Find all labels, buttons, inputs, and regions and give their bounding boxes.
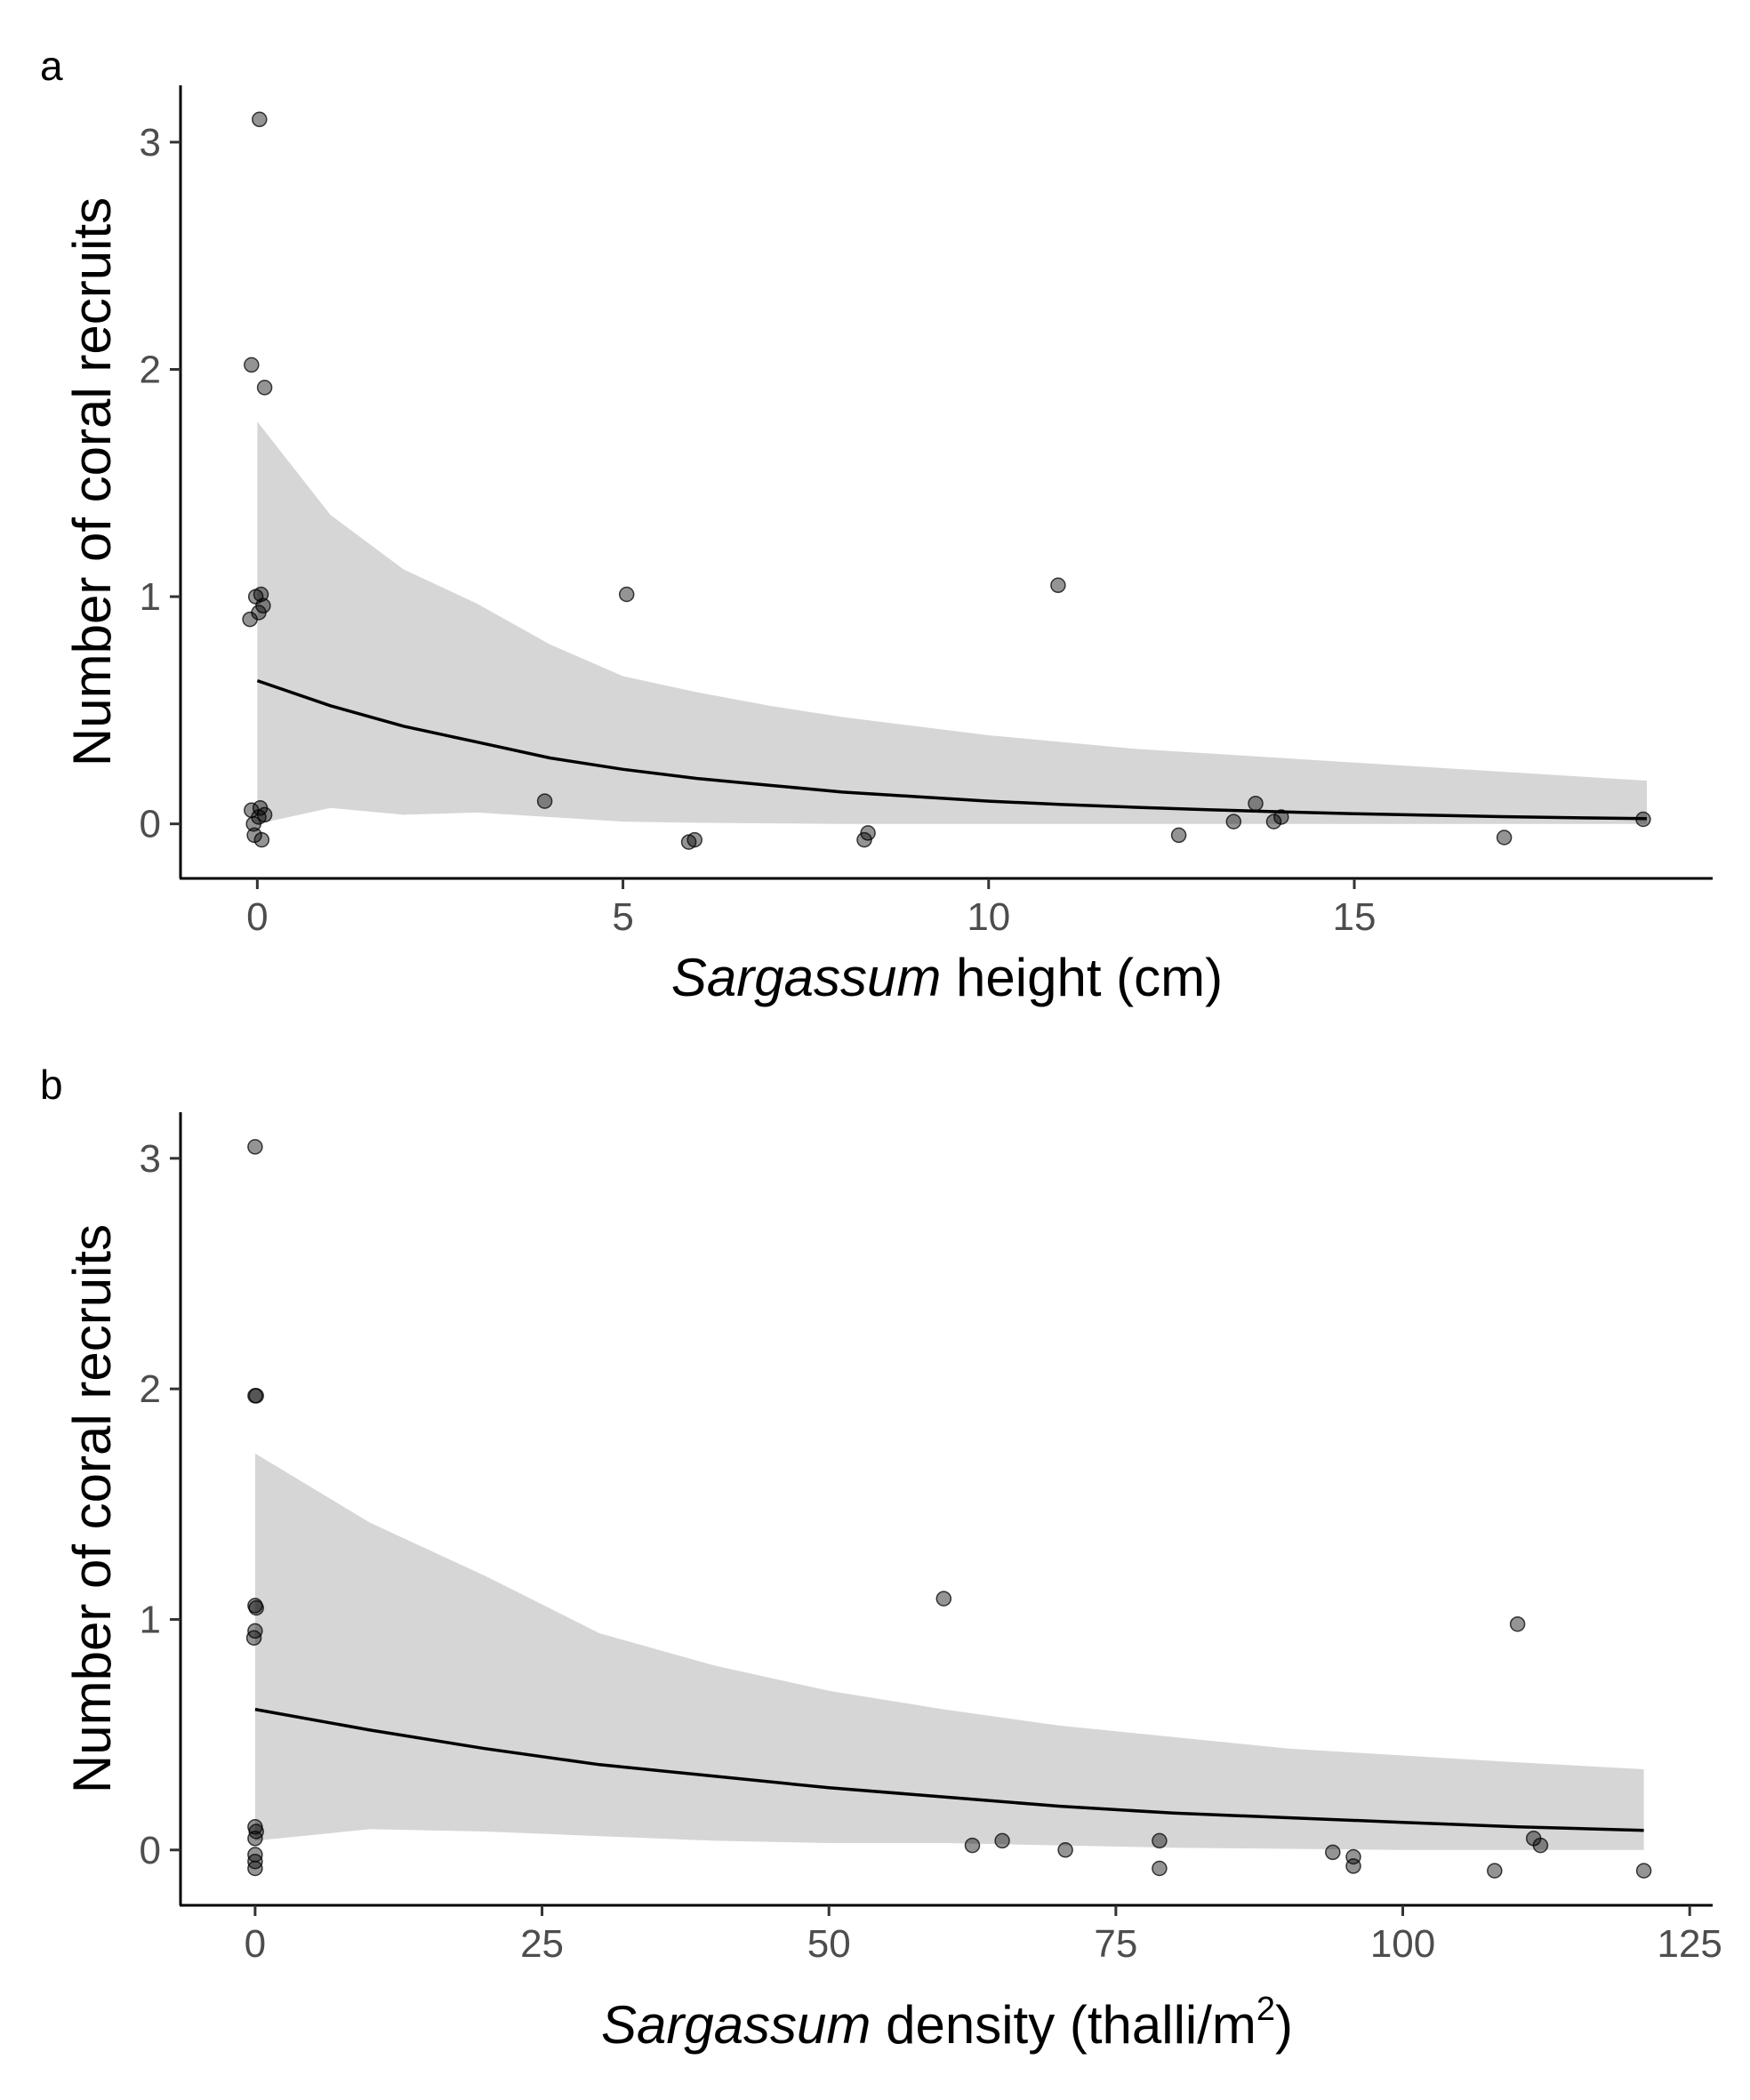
data-point <box>1496 830 1513 846</box>
data-point <box>1050 577 1066 594</box>
data-point <box>244 357 260 373</box>
data-point <box>1273 809 1289 825</box>
data-point <box>1345 1858 1361 1874</box>
data-point <box>251 605 267 621</box>
y-tick-label: 3 <box>140 1137 161 1181</box>
data-point <box>935 1591 952 1607</box>
x-tick-label: 75 <box>1094 1922 1137 1966</box>
data-point <box>1532 1837 1549 1854</box>
x-axis-title-b: Sargassum density (thalli/m2) <box>601 1991 1293 2055</box>
x-tick-label: 100 <box>1370 1922 1435 1966</box>
data-point <box>248 1599 264 1616</box>
data-point <box>618 586 635 603</box>
data-point <box>860 825 876 841</box>
data-point <box>248 1388 264 1404</box>
data-point <box>1635 811 1651 828</box>
panel-label-a: a <box>40 43 63 89</box>
data-point <box>247 1139 263 1155</box>
data-point <box>253 831 270 848</box>
panel-a: a 0 5 10 15 0 1 2 3 Number of coral recruits Sa… <box>40 43 1713 1007</box>
data-point <box>1225 814 1242 830</box>
data-point <box>1635 1863 1652 1879</box>
data-point <box>1487 1863 1503 1879</box>
data-point <box>252 111 268 128</box>
x-axis-title-b-sup: 2 <box>1256 1991 1275 2028</box>
x-axis-title-a-rest: height (cm) <box>941 948 1223 1007</box>
fitted-curve <box>256 678 1648 821</box>
data-point <box>1152 1860 1168 1877</box>
data-point <box>245 1630 262 1646</box>
data-point <box>1170 827 1187 844</box>
x-axis-title-b-rest: density (thalli/m <box>871 1995 1256 2055</box>
x-tick-label: 0 <box>245 1922 266 1966</box>
y-axis-title-a: Number of coral recruits <box>62 197 122 766</box>
x-tick-label: 10 <box>967 895 1010 939</box>
y-axis-title-b: Number of coral recruits <box>62 1224 122 1793</box>
data-point <box>251 809 267 825</box>
y-tick-label: 0 <box>140 803 161 846</box>
data-point <box>536 793 553 809</box>
y-tick-label: 1 <box>140 1598 161 1641</box>
x-tick-label: 15 <box>1333 895 1377 939</box>
data-point <box>964 1837 981 1854</box>
plot-area-b <box>245 1139 1652 1879</box>
data-point <box>1265 814 1282 830</box>
x-axis-title-a-italic: Sargassum <box>671 948 941 1007</box>
x-tick-label: 0 <box>246 895 268 939</box>
confidence-ribbon <box>254 1453 1644 1850</box>
data-point <box>1057 1842 1073 1858</box>
x-tick-label: 125 <box>1657 1922 1722 1966</box>
plot-area-a <box>242 111 1651 850</box>
y-tick-label: 1 <box>140 575 161 619</box>
data-point <box>247 1860 263 1877</box>
x-axis-title-b-end: ) <box>1275 1995 1293 2055</box>
data-point <box>1509 1615 1526 1632</box>
data-point <box>256 380 273 396</box>
x-tick-label: 25 <box>520 1922 564 1966</box>
ticks-b: 0 25 50 75 100 125 0 1 2 3 <box>140 1137 1722 1966</box>
panel-b: b 0 25 50 75 100 125 0 1 2 3 Number of coral recr… <box>40 1062 1722 2055</box>
panel-label-b: b <box>40 1062 63 1108</box>
data-point <box>994 1832 1010 1849</box>
data-point <box>247 1831 263 1847</box>
ticks-a: 0 5 10 15 0 1 2 3 <box>140 121 1377 939</box>
x-axis-title-b-italic: Sargassum <box>601 1995 871 2055</box>
confidence-ribbon <box>257 421 1647 824</box>
y-tick-label: 2 <box>140 348 161 391</box>
data-point <box>1248 795 1264 812</box>
x-tick-label: 5 <box>612 895 633 939</box>
data-point <box>1325 1844 1341 1861</box>
data-point <box>253 586 269 603</box>
x-axis-title-a: Sargassum height (cm) <box>671 948 1223 1007</box>
y-tick-label: 0 <box>140 1829 161 1872</box>
x-tick-label: 50 <box>807 1922 851 1966</box>
fitted-curve <box>254 1707 1644 1832</box>
data-point <box>1152 1832 1168 1849</box>
y-tick-label: 3 <box>140 121 161 164</box>
y-tick-label: 2 <box>140 1367 161 1411</box>
data-point <box>686 831 702 848</box>
